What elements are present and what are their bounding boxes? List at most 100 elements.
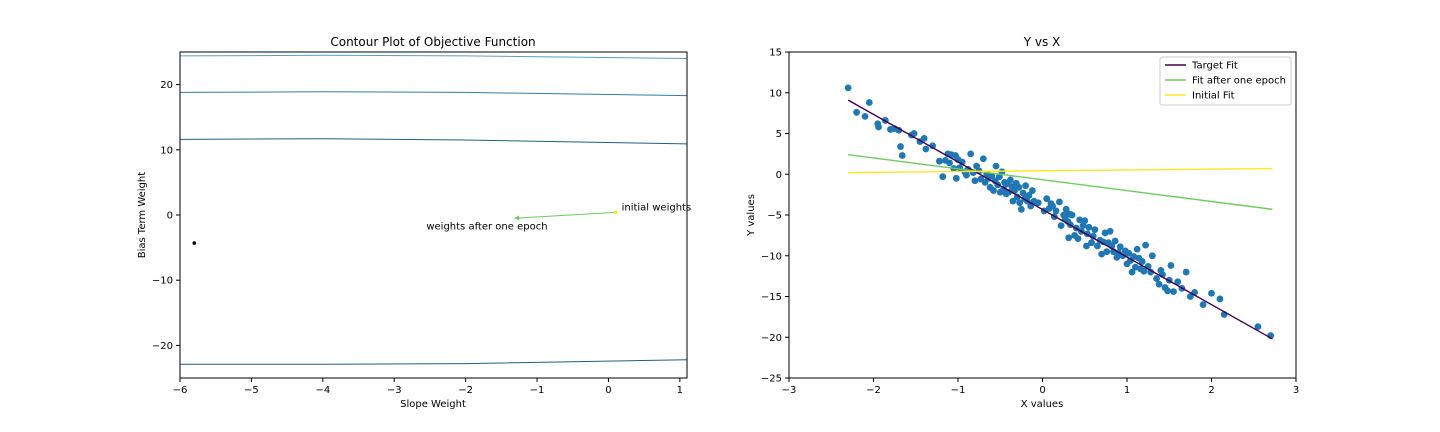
- scatter-point: [1254, 323, 1262, 331]
- scatter-point: [946, 159, 953, 167]
- chart-title: Y vs X: [1023, 35, 1061, 49]
- contour-line: [179, 54, 688, 60]
- update-arrow: [514, 211, 616, 219]
- scatter-point: [1068, 211, 1076, 219]
- legend-entry: Target Fit: [1191, 61, 1238, 72]
- scatter-point: [1017, 205, 1025, 213]
- scatter-point: [1019, 189, 1027, 197]
- scatter-panel: Y vs X X values Y values −3 −2 −1 0 1 2 3−25−2…: [746, 35, 1299, 410]
- x-tick-label: 0: [1039, 385, 1045, 396]
- legend-box: [1159, 56, 1292, 106]
- scatter-point: [1208, 289, 1215, 297]
- x-tick-label: 3: [1293, 385, 1299, 396]
- scatter-point: [936, 157, 943, 165]
- data-point: [192, 241, 197, 245]
- annotation-weights-after-one-epoch: weights after one epoch: [426, 221, 547, 232]
- scatter-point: [967, 150, 975, 158]
- scatter-point: [1015, 183, 1023, 191]
- scatter-point: [988, 172, 996, 180]
- y-axis-label: Bias Term Weight: [137, 172, 148, 258]
- x-tick-label: −1: [530, 385, 545, 396]
- scatter-point: [1056, 198, 1063, 206]
- scatter-point: [1147, 268, 1155, 276]
- update-arrow-head: [514, 215, 520, 221]
- scatter-point: [920, 134, 928, 142]
- y-tick-label: −20: [761, 333, 782, 344]
- scatter-point: [895, 126, 903, 134]
- y-tick-label: 0: [167, 211, 173, 222]
- scatter-point: [990, 187, 997, 194]
- plot-frame: [788, 51, 1297, 379]
- scatter-point: [1103, 248, 1111, 256]
- x-tick-label: −3: [782, 385, 797, 396]
- scatter-point: [1106, 227, 1114, 235]
- scatter-point: [1099, 238, 1107, 246]
- scatter-point: [1094, 242, 1101, 250]
- scatter-point: [1016, 199, 1024, 207]
- scatter-point: [1182, 268, 1190, 276]
- x-axis-label: X values: [1021, 399, 1064, 410]
- x-tick-label: −5: [244, 385, 259, 396]
- scatter-point: [910, 130, 918, 137]
- scatter-point: [861, 112, 869, 120]
- scatter-point: [1083, 242, 1090, 250]
- scatter-point: [1006, 176, 1014, 184]
- contour-panel: Contour Plot of Objective Function Slope…: [137, 35, 691, 410]
- scatter-point: [1142, 241, 1149, 249]
- x-tick-label: −1: [951, 385, 966, 396]
- scatter-point: [1025, 192, 1033, 199]
- scatter-point: [952, 174, 960, 182]
- scatter-point: [1022, 182, 1029, 190]
- scatter-point: [979, 155, 987, 163]
- scatter-point: [898, 152, 906, 159]
- scatter-point: [1034, 199, 1042, 207]
- scatter-point: [1186, 293, 1194, 300]
- scatter-point: [1167, 262, 1175, 269]
- scatter-point: [1138, 258, 1146, 265]
- y-tick-label: 15: [769, 48, 782, 59]
- scatter-point: [875, 123, 882, 131]
- scatter-point: [922, 145, 930, 153]
- scatter-point: [1052, 207, 1060, 215]
- scatter-point: [853, 108, 860, 116]
- x-tick-label: −2: [866, 385, 881, 396]
- scatter-point: [939, 173, 947, 181]
- scatter-point: [1085, 223, 1093, 231]
- scatter-point: [1091, 226, 1099, 234]
- legend-entry: Initial Fit: [1192, 91, 1235, 102]
- scatter-point: [1216, 295, 1224, 303]
- y-tick-label: −15: [761, 292, 782, 303]
- scatter-point: [1116, 243, 1124, 251]
- scatter-point: [1199, 301, 1207, 309]
- scatter-point: [1062, 205, 1070, 213]
- x-tick-label: −6: [173, 385, 188, 396]
- scatter-point: [1081, 217, 1089, 225]
- chart-title: Contour Plot of Objective Function: [330, 35, 535, 49]
- scatter-point: [1074, 235, 1082, 243]
- contour-line: [179, 138, 688, 145]
- y-tick-label: −5: [767, 211, 782, 222]
- scatter-point: [1076, 216, 1084, 224]
- y-tick-label: −10: [152, 276, 173, 287]
- series-line: [848, 167, 1273, 174]
- x-axis-label: Slope Weight: [400, 399, 466, 410]
- series-line: [848, 153, 1273, 210]
- legend: Target Fit Fit after one epoch Initial Fit: [1159, 56, 1292, 106]
- scatter-point: [1148, 252, 1156, 260]
- y-axis-label: Y values: [746, 194, 757, 237]
- y-tick-label: 10: [160, 145, 173, 156]
- series-line: [847, 99, 1273, 340]
- scatter-point: [1088, 239, 1095, 247]
- scatter-point: [1013, 193, 1021, 201]
- scatter-point: [1125, 249, 1133, 257]
- scatter-point: [897, 143, 904, 150]
- y-tick-label: 0: [776, 170, 782, 181]
- scatter-point: [1009, 197, 1017, 205]
- scatter-point: [963, 171, 970, 179]
- scatter-point: [1057, 222, 1065, 229]
- scatter-point: [992, 162, 1000, 170]
- scatter-point: [1153, 275, 1160, 282]
- scatter-point: [844, 84, 852, 92]
